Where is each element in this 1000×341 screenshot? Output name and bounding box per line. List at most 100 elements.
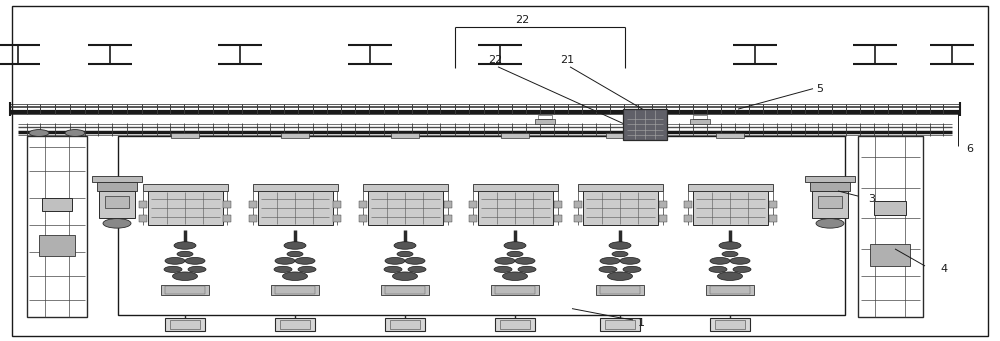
Bar <box>385 286 425 294</box>
Circle shape <box>298 266 316 272</box>
Bar <box>606 133 634 138</box>
Bar <box>605 320 635 329</box>
Circle shape <box>103 219 131 228</box>
Bar <box>688 184 772 191</box>
Circle shape <box>177 251 193 257</box>
Bar <box>554 201 562 208</box>
Circle shape <box>29 130 49 136</box>
Circle shape <box>274 266 292 272</box>
Bar <box>223 201 231 208</box>
Bar <box>275 286 315 294</box>
Text: 3: 3 <box>868 194 875 205</box>
Circle shape <box>174 242 196 249</box>
Bar <box>359 201 367 208</box>
Bar <box>710 318 750 331</box>
Circle shape <box>384 266 402 272</box>
Bar <box>391 133 419 138</box>
Bar <box>118 136 845 315</box>
Bar <box>138 215 146 222</box>
Text: 5: 5 <box>816 84 823 94</box>
Circle shape <box>609 242 631 249</box>
Bar <box>501 133 529 138</box>
Circle shape <box>394 242 416 249</box>
Circle shape <box>283 272 308 280</box>
Text: 6: 6 <box>966 144 973 154</box>
Bar <box>582 191 658 225</box>
Circle shape <box>385 257 405 264</box>
Bar <box>281 133 309 138</box>
Bar <box>165 286 205 294</box>
Circle shape <box>165 257 185 264</box>
Bar <box>810 182 850 191</box>
Bar <box>495 318 535 331</box>
Text: 21: 21 <box>560 55 574 65</box>
Bar <box>768 215 776 222</box>
Circle shape <box>608 272 633 280</box>
Bar <box>444 215 452 222</box>
Bar <box>143 184 228 191</box>
Bar <box>658 215 666 222</box>
Circle shape <box>730 257 750 264</box>
Bar <box>716 133 744 138</box>
Circle shape <box>600 257 620 264</box>
Bar <box>812 191 848 218</box>
Bar <box>258 191 332 225</box>
Circle shape <box>504 242 526 249</box>
Bar <box>715 320 745 329</box>
Bar <box>468 215 477 222</box>
Bar <box>768 201 776 208</box>
Circle shape <box>710 257 730 264</box>
Bar <box>600 286 640 294</box>
Bar <box>684 215 692 222</box>
Bar <box>574 201 582 208</box>
Bar <box>706 285 754 295</box>
Text: 4: 4 <box>940 264 947 275</box>
Bar <box>381 285 429 295</box>
Bar <box>385 318 425 331</box>
Circle shape <box>173 272 198 280</box>
Circle shape <box>816 219 844 228</box>
Circle shape <box>612 251 628 257</box>
Circle shape <box>188 266 206 272</box>
Bar <box>495 286 535 294</box>
Bar <box>280 320 310 329</box>
Circle shape <box>515 257 535 264</box>
Bar <box>874 201 906 215</box>
Bar <box>710 286 750 294</box>
Bar <box>165 318 205 331</box>
Circle shape <box>599 266 617 272</box>
Circle shape <box>287 251 303 257</box>
Bar <box>138 201 146 208</box>
Bar <box>468 201 477 208</box>
Bar <box>690 119 710 124</box>
Circle shape <box>719 242 741 249</box>
Bar <box>596 285 644 295</box>
Bar <box>600 318 640 331</box>
Circle shape <box>494 266 512 272</box>
Circle shape <box>164 266 182 272</box>
Bar <box>805 176 855 182</box>
Circle shape <box>392 272 418 280</box>
Bar <box>42 198 72 211</box>
Circle shape <box>709 266 727 272</box>
Circle shape <box>620 257 640 264</box>
Circle shape <box>623 266 641 272</box>
Bar <box>538 115 552 119</box>
Bar <box>271 285 319 295</box>
Bar <box>248 201 256 208</box>
Bar <box>252 184 338 191</box>
Bar <box>554 215 562 222</box>
Text: 22: 22 <box>488 55 502 65</box>
Circle shape <box>185 257 205 264</box>
Circle shape <box>397 251 413 257</box>
Bar <box>692 191 768 225</box>
Bar <box>99 191 135 218</box>
Bar <box>97 182 137 191</box>
Bar <box>500 320 530 329</box>
Bar <box>170 320 200 329</box>
Circle shape <box>405 257 425 264</box>
Bar <box>444 201 452 208</box>
Bar <box>684 201 692 208</box>
Bar <box>870 244 910 266</box>
Circle shape <box>722 251 738 257</box>
